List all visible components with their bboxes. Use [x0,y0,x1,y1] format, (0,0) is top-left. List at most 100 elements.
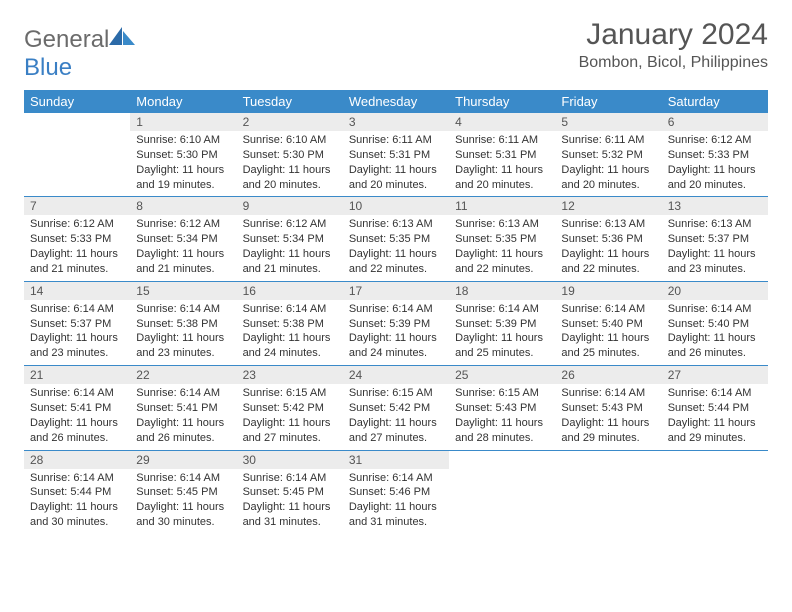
day-info: Sunrise: 6:14 AMSunset: 5:38 PMDaylight:… [237,300,343,365]
day-number: 7 [24,197,130,215]
day-header: Wednesday [343,90,449,113]
day-info: Sunrise: 6:14 AMSunset: 5:45 PMDaylight:… [237,469,343,534]
calendar-day-cell: 29Sunrise: 6:14 AMSunset: 5:45 PMDayligh… [130,450,236,534]
day-number: 22 [130,366,236,384]
day-number: 1 [130,113,236,131]
day-info: Sunrise: 6:14 AMSunset: 5:44 PMDaylight:… [662,384,768,449]
calendar-day-cell: 21Sunrise: 6:14 AMSunset: 5:41 PMDayligh… [24,366,130,450]
calendar-day-cell: 3Sunrise: 6:11 AMSunset: 5:31 PMDaylight… [343,113,449,197]
calendar-week-row: 28Sunrise: 6:14 AMSunset: 5:44 PMDayligh… [24,450,768,534]
calendar-table: SundayMondayTuesdayWednesdayThursdayFrid… [24,90,768,534]
logo-text-blue: Blue [24,54,72,81]
calendar-week-row: 14Sunrise: 6:14 AMSunset: 5:37 PMDayligh… [24,281,768,365]
day-number: 16 [237,282,343,300]
day-number: 28 [24,451,130,469]
calendar-day-cell: 31Sunrise: 6:14 AMSunset: 5:46 PMDayligh… [343,450,449,534]
day-number: 3 [343,113,449,131]
day-number: 17 [343,282,449,300]
calendar-week-row: 7Sunrise: 6:12 AMSunset: 5:33 PMDaylight… [24,197,768,281]
calendar-day-cell: 10Sunrise: 6:13 AMSunset: 5:35 PMDayligh… [343,197,449,281]
calendar-week-row: 21Sunrise: 6:14 AMSunset: 5:41 PMDayligh… [24,366,768,450]
calendar-day-cell: 18Sunrise: 6:14 AMSunset: 5:39 PMDayligh… [449,281,555,365]
day-header: Thursday [449,90,555,113]
day-number: 19 [555,282,661,300]
day-info: Sunrise: 6:15 AMSunset: 5:42 PMDaylight:… [343,384,449,449]
calendar-day-cell: 30Sunrise: 6:14 AMSunset: 5:45 PMDayligh… [237,450,343,534]
day-info: Sunrise: 6:12 AMSunset: 5:33 PMDaylight:… [662,131,768,196]
day-number: 12 [555,197,661,215]
calendar-day-cell: 12Sunrise: 6:13 AMSunset: 5:36 PMDayligh… [555,197,661,281]
day-header-row: SundayMondayTuesdayWednesdayThursdayFrid… [24,90,768,113]
day-info: Sunrise: 6:14 AMSunset: 5:39 PMDaylight:… [449,300,555,365]
calendar-day-cell: 22Sunrise: 6:14 AMSunset: 5:41 PMDayligh… [130,366,236,450]
day-info: Sunrise: 6:14 AMSunset: 5:43 PMDaylight:… [555,384,661,449]
day-number: 8 [130,197,236,215]
day-header: Saturday [662,90,768,113]
day-header: Friday [555,90,661,113]
calendar-day-cell [662,450,768,534]
day-info: Sunrise: 6:11 AMSunset: 5:31 PMDaylight:… [449,131,555,196]
logo: General Blue [24,18,135,82]
calendar-day-cell: 26Sunrise: 6:14 AMSunset: 5:43 PMDayligh… [555,366,661,450]
calendar-day-cell: 5Sunrise: 6:11 AMSunset: 5:32 PMDaylight… [555,113,661,197]
calendar-day-cell: 9Sunrise: 6:12 AMSunset: 5:34 PMDaylight… [237,197,343,281]
day-number: 21 [24,366,130,384]
day-header: Sunday [24,90,130,113]
day-number: 25 [449,366,555,384]
calendar-day-cell: 6Sunrise: 6:12 AMSunset: 5:33 PMDaylight… [662,113,768,197]
calendar-day-cell: 17Sunrise: 6:14 AMSunset: 5:39 PMDayligh… [343,281,449,365]
calendar-day-cell [449,450,555,534]
day-info: Sunrise: 6:14 AMSunset: 5:45 PMDaylight:… [130,469,236,534]
calendar-day-cell: 4Sunrise: 6:11 AMSunset: 5:31 PMDaylight… [449,113,555,197]
calendar-day-cell: 2Sunrise: 6:10 AMSunset: 5:30 PMDaylight… [237,113,343,197]
day-number: 10 [343,197,449,215]
day-header: Tuesday [237,90,343,113]
day-number: 29 [130,451,236,469]
day-number: 24 [343,366,449,384]
day-info: Sunrise: 6:14 AMSunset: 5:44 PMDaylight:… [24,469,130,534]
location: Bombon, Bicol, Philippines [579,54,768,72]
logo-text-general: General [24,26,109,53]
day-info: Sunrise: 6:11 AMSunset: 5:32 PMDaylight:… [555,131,661,196]
day-number: 11 [449,197,555,215]
calendar-day-cell: 27Sunrise: 6:14 AMSunset: 5:44 PMDayligh… [662,366,768,450]
header: General Blue January 2024 Bombon, Bicol,… [24,18,768,82]
day-info: Sunrise: 6:14 AMSunset: 5:41 PMDaylight:… [24,384,130,449]
day-number: 27 [662,366,768,384]
calendar-day-cell: 14Sunrise: 6:14 AMSunset: 5:37 PMDayligh… [24,281,130,365]
calendar-day-cell: 7Sunrise: 6:12 AMSunset: 5:33 PMDaylight… [24,197,130,281]
calendar-day-cell: 19Sunrise: 6:14 AMSunset: 5:40 PMDayligh… [555,281,661,365]
calendar-day-cell: 13Sunrise: 6:13 AMSunset: 5:37 PMDayligh… [662,197,768,281]
calendar-day-cell: 15Sunrise: 6:14 AMSunset: 5:38 PMDayligh… [130,281,236,365]
calendar-day-cell: 11Sunrise: 6:13 AMSunset: 5:35 PMDayligh… [449,197,555,281]
day-number: 15 [130,282,236,300]
logo-text: General Blue [24,26,135,82]
day-header: Monday [130,90,236,113]
day-info: Sunrise: 6:14 AMSunset: 5:38 PMDaylight:… [130,300,236,365]
day-number: 18 [449,282,555,300]
day-info: Sunrise: 6:14 AMSunset: 5:41 PMDaylight:… [130,384,236,449]
calendar-day-cell [24,113,130,197]
day-info: Sunrise: 6:14 AMSunset: 5:37 PMDaylight:… [24,300,130,365]
day-info: Sunrise: 6:14 AMSunset: 5:46 PMDaylight:… [343,469,449,534]
calendar-day-cell: 28Sunrise: 6:14 AMSunset: 5:44 PMDayligh… [24,450,130,534]
day-info: Sunrise: 6:10 AMSunset: 5:30 PMDaylight:… [130,131,236,196]
day-number: 9 [237,197,343,215]
day-number: 20 [662,282,768,300]
day-info: Sunrise: 6:14 AMSunset: 5:40 PMDaylight:… [555,300,661,365]
day-number: 2 [237,113,343,131]
day-info: Sunrise: 6:13 AMSunset: 5:35 PMDaylight:… [343,215,449,280]
day-number: 4 [449,113,555,131]
day-info: Sunrise: 6:14 AMSunset: 5:39 PMDaylight:… [343,300,449,365]
calendar-day-cell: 23Sunrise: 6:15 AMSunset: 5:42 PMDayligh… [237,366,343,450]
calendar-day-cell: 24Sunrise: 6:15 AMSunset: 5:42 PMDayligh… [343,366,449,450]
calendar-day-cell: 8Sunrise: 6:12 AMSunset: 5:34 PMDaylight… [130,197,236,281]
calendar-day-cell [555,450,661,534]
title-block: January 2024 Bombon, Bicol, Philippines [579,18,768,72]
day-number: 13 [662,197,768,215]
day-number: 31 [343,451,449,469]
day-number: 30 [237,451,343,469]
day-info: Sunrise: 6:13 AMSunset: 5:35 PMDaylight:… [449,215,555,280]
day-info: Sunrise: 6:11 AMSunset: 5:31 PMDaylight:… [343,131,449,196]
day-number: 26 [555,366,661,384]
